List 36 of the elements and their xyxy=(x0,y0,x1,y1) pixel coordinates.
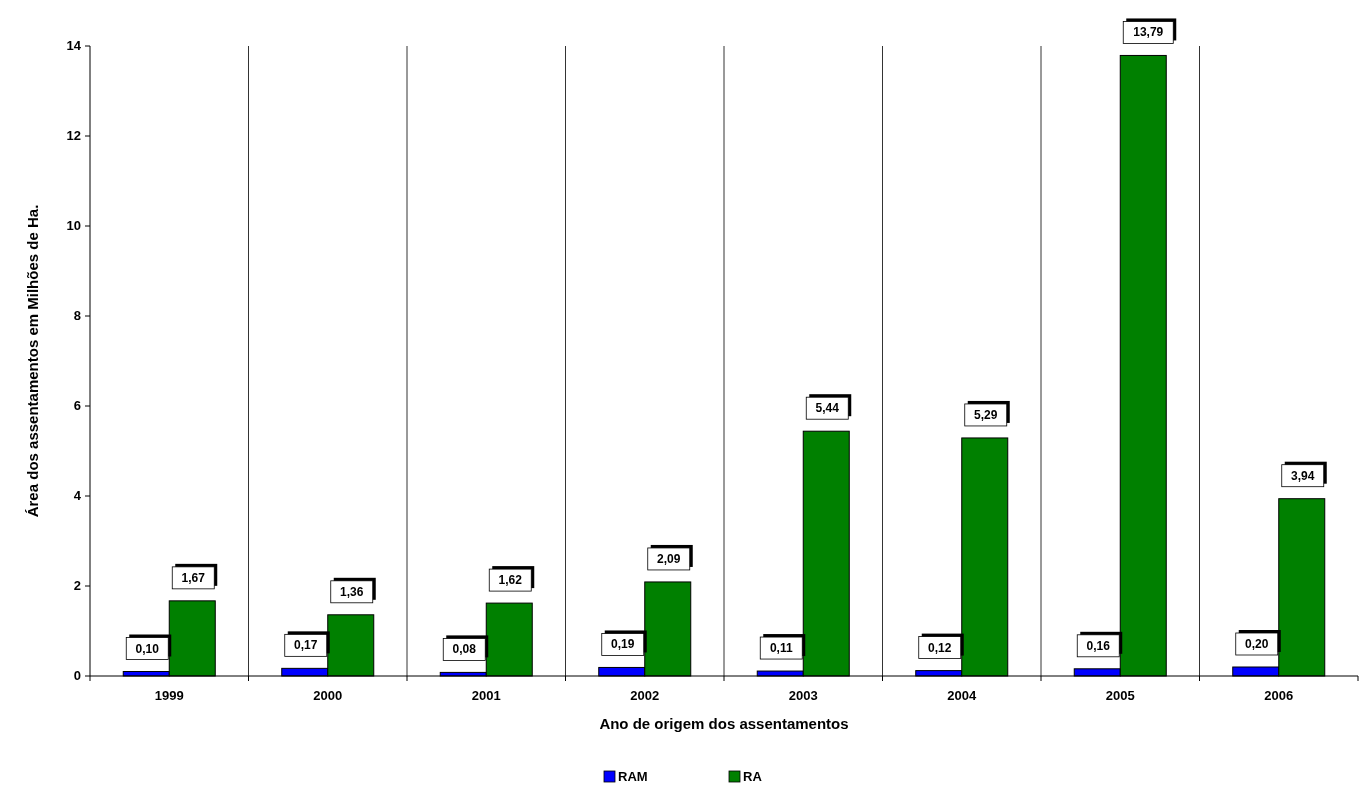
data-label: 2,09 xyxy=(657,551,681,566)
data-label: 13,79 xyxy=(1133,25,1164,40)
y-tick-label: 0 xyxy=(73,668,81,683)
x-tick-label: 1999 xyxy=(154,688,184,703)
data-label: 1,36 xyxy=(340,584,364,599)
x-tick-label: 2002 xyxy=(630,688,660,703)
data-label: 1,62 xyxy=(498,573,523,588)
y-tick-label: 10 xyxy=(66,218,81,233)
legend-label: RAM xyxy=(618,769,648,784)
data-label: 0,17 xyxy=(294,638,318,653)
x-tick-label: 2005 xyxy=(1105,688,1135,703)
data-label: 0,08 xyxy=(452,642,477,657)
data-label: 0,16 xyxy=(1086,638,1111,653)
x-tick-label: 2006 xyxy=(1264,688,1294,703)
x-axis-title: Ano de origem dos assentamentos xyxy=(599,715,849,732)
y-tick-label: 6 xyxy=(73,398,81,413)
y-tick-label: 12 xyxy=(66,128,81,143)
data-label: 0,12 xyxy=(928,640,952,655)
data-label: 1,67 xyxy=(181,570,206,585)
y-tick-label: 8 xyxy=(73,308,81,323)
data-label: 3,94 xyxy=(1291,468,1315,483)
data-label: 5,29 xyxy=(974,407,998,422)
data-label: 5,44 xyxy=(815,401,840,416)
legend-label: RA xyxy=(743,769,763,784)
y-tick-label: 4 xyxy=(73,488,82,503)
x-tick-label: 2000 xyxy=(313,688,343,703)
x-tick-label: 2001 xyxy=(471,688,501,703)
data-label: 0,19 xyxy=(611,637,635,652)
y-tick-label: 14 xyxy=(66,38,82,53)
x-tick-label: 2004 xyxy=(947,688,977,703)
x-tick-label: 2003 xyxy=(788,688,818,703)
data-label: 0,11 xyxy=(769,641,793,656)
y-tick-label: 2 xyxy=(73,578,81,593)
data-label: 0,10 xyxy=(135,641,160,656)
data-label: 0,20 xyxy=(1245,637,1269,651)
y-axis-title: Área dos assentamentos em Milhões de Ha. xyxy=(24,204,41,518)
